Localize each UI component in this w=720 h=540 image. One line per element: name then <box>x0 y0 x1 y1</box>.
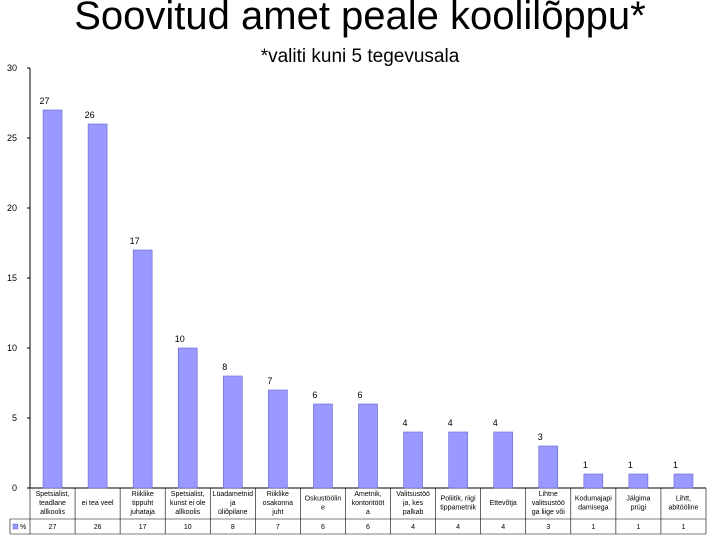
category-label: Lihtne valitsustöö ga liige või <box>532 491 566 516</box>
data-label: 17 <box>130 236 140 246</box>
data-label: 10 <box>175 334 185 344</box>
table-value: 26 <box>94 524 102 531</box>
y-tick-label: 20 <box>7 203 17 213</box>
category-label: Lüadametnid ja üliõpilane <box>213 491 254 516</box>
category-label: Spetsialist, kunst ei ole allkoolis <box>170 491 206 516</box>
data-label: 3 <box>538 432 543 442</box>
category-label: Jälgima prügi <box>626 496 650 512</box>
category-label: Kodumajapi damisega <box>575 496 612 512</box>
category-label: Oskustöölin e <box>305 496 342 512</box>
table-value: 4 <box>411 524 415 531</box>
data-label: 4 <box>403 418 408 428</box>
data-label: 4 <box>493 418 498 428</box>
legend-swatch <box>12 523 19 530</box>
table-value: 17 <box>139 524 147 531</box>
bar <box>42 109 63 489</box>
chart-title: Soovitud amet peale koolilõppu* <box>74 0 646 38</box>
data-label: 6 <box>357 390 362 400</box>
bar <box>448 431 468 489</box>
bar <box>493 431 514 489</box>
bar <box>673 473 694 489</box>
data-label: 27 <box>40 96 50 106</box>
bar <box>358 403 378 489</box>
bar <box>403 431 423 489</box>
category-label: Poliitik, riigi tippametnik <box>440 496 476 512</box>
table-value: 7 <box>276 524 280 531</box>
bar <box>177 347 198 489</box>
table-value: 8 <box>231 524 235 531</box>
table-value: 6 <box>366 524 370 531</box>
bar <box>628 473 649 489</box>
category-label: Lihtt, abitööline <box>668 496 698 512</box>
table-value: 6 <box>321 524 325 531</box>
y-tick-label: 30 <box>7 63 17 73</box>
bar <box>268 389 288 489</box>
table-value: 1 <box>591 524 595 531</box>
legend-label: % <box>20 524 26 531</box>
data-label: 4 <box>448 418 453 428</box>
bar <box>583 473 604 489</box>
category-label: Ettevõtja <box>490 500 517 507</box>
data-label: 1 <box>673 460 678 470</box>
bar <box>313 403 333 489</box>
chart-subtitle: *valiti kuni 5 tegevusala <box>260 46 460 67</box>
data-label: 8 <box>222 362 227 372</box>
table-value: 4 <box>456 524 460 531</box>
bar <box>132 249 153 489</box>
y-tick-label: 15 <box>7 273 17 283</box>
data-label: 7 <box>267 376 272 386</box>
table-value: 27 <box>49 524 57 531</box>
table-value: 1 <box>682 524 686 531</box>
category-label: Ametnik, kontoritööt a <box>352 491 385 516</box>
table-value: 1 <box>636 524 640 531</box>
bar <box>538 445 559 489</box>
category-label: Spetsialist, teadlane allkoolis <box>36 491 70 516</box>
y-tick-label: 25 <box>7 133 17 143</box>
y-tick-label: 5 <box>12 413 17 423</box>
table-value: 10 <box>184 524 192 531</box>
data-label: 26 <box>85 110 95 120</box>
table-value: 3 <box>546 524 550 531</box>
data-label: 1 <box>583 460 588 470</box>
data-label: 6 <box>312 390 317 400</box>
category-label: Riiklike osakonna juht <box>263 491 293 516</box>
y-tick-label: 0 <box>12 483 17 493</box>
category-label: Riiklike tippuht juhataja <box>129 491 155 516</box>
bar <box>223 375 243 489</box>
category-label: ei tea veel <box>82 500 114 507</box>
table-value: 4 <box>501 524 505 531</box>
bar <box>87 123 108 489</box>
category-label: Valitsustöö ja, kes palkab <box>396 491 430 516</box>
y-tick-label: 10 <box>7 343 17 353</box>
data-label: 1 <box>628 460 633 470</box>
